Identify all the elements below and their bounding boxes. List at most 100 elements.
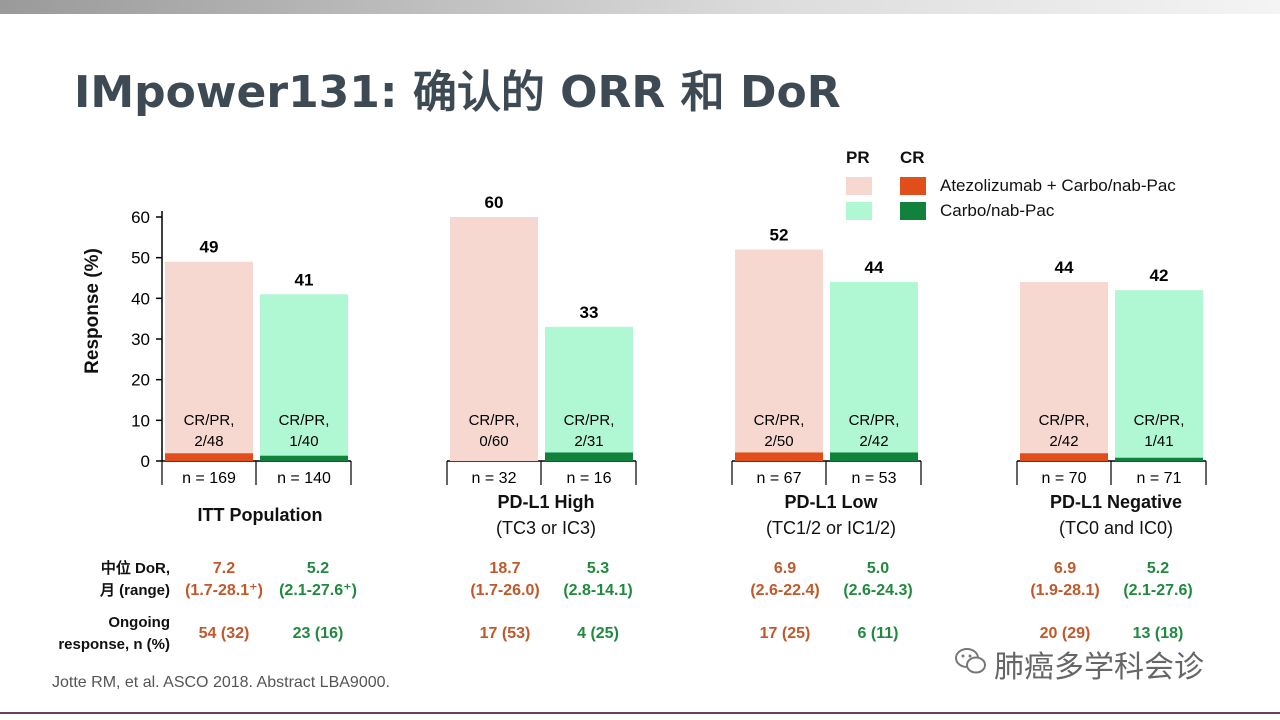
- bar-value-label: 52: [770, 226, 789, 245]
- bottom-divider: [0, 712, 1280, 714]
- bar-pr: [1115, 290, 1203, 461]
- crpr-label: 2/42: [1049, 433, 1078, 450]
- bar-pr: [165, 261, 253, 461]
- dor-range: (2.8-14.1): [563, 582, 633, 599]
- bar-cr: [165, 453, 253, 461]
- bar-value-label: 44: [865, 258, 884, 277]
- bar-cr: [545, 452, 633, 461]
- y-tick-label: 30: [131, 330, 150, 349]
- ongoing-response: 17 (25): [759, 625, 811, 642]
- n-label: n = 169: [182, 470, 236, 487]
- wechat-icon: [955, 648, 986, 674]
- response-bar-chart: 0 10 20 30 40 50 60 49 CR/PR, 2/48 n = 169 41 CR/PR,…: [131, 193, 1207, 487]
- y-tick-label: 60: [131, 208, 150, 227]
- bar-value-label: 42: [1150, 266, 1169, 285]
- dor-range: (1.7-26.0): [470, 582, 540, 599]
- dor-range: (2.6-22.4): [750, 582, 820, 599]
- crpr-label: 1/40: [289, 433, 318, 450]
- crpr-label: CR/PR,: [279, 412, 330, 429]
- n-label: n = 70: [1042, 470, 1087, 487]
- group-subtitle-pdl1-negative: (TC0 and IC0): [1058, 518, 1174, 538]
- ongoing-response: 54 (32): [198, 625, 250, 642]
- n-label: n = 53: [852, 470, 897, 487]
- bar-pr: [450, 217, 538, 461]
- ongoing-row-label-line2: response, n (%): [58, 636, 170, 653]
- crpr-label: 2/31: [574, 433, 603, 450]
- crpr-label: 0/60: [479, 433, 508, 450]
- crpr-label: CR/PR,: [564, 412, 615, 429]
- n-label: n = 16: [567, 470, 612, 487]
- ongoing-row-label-line1: Ongoing: [108, 614, 170, 631]
- crpr-label: CR/PR,: [184, 412, 235, 429]
- dor-row-label-line2: 月 (range): [99, 582, 170, 599]
- dor-median: 5.0: [866, 560, 890, 577]
- legend-swatch-carbo-pr: [846, 202, 872, 220]
- legend-swatch-carbo-cr: [900, 202, 926, 220]
- bar-cr: [1115, 457, 1203, 461]
- top-gradient-bar: [0, 0, 1280, 14]
- crpr-label: CR/PR,: [469, 412, 520, 429]
- crpr-label: 2/48: [194, 433, 223, 450]
- dor-range: (2.1-27.6): [1123, 582, 1193, 599]
- dor-median: 6.9: [773, 560, 797, 577]
- legend-pr-header: PR: [846, 148, 870, 167]
- group-subtitle-pdl1-high: (TC3 or IC3): [495, 518, 596, 538]
- legend-swatch-atezo-cr: [900, 177, 926, 195]
- legend-cr-header: CR: [900, 148, 925, 167]
- group-subtitle-pdl1-low: (TC1/2 or IC1/2): [765, 518, 897, 538]
- group-name-itt: ITT Population: [197, 505, 323, 525]
- bar-value-label: 49: [200, 238, 219, 257]
- dor-median: 6.9: [1053, 560, 1077, 577]
- crpr-label: 1/41: [1144, 433, 1173, 450]
- bar-cr: [830, 452, 918, 461]
- dor-row-label: 中位 DoR, 月 (range): [10, 558, 170, 602]
- dor-range: (1.7-28.1⁺): [185, 582, 263, 599]
- group-name-pdl1-low: PD-L1 Low: [784, 492, 878, 512]
- bar-cr: [735, 452, 823, 461]
- bar-value-label: 60: [485, 193, 504, 212]
- ongoing-response: 20 (29): [1039, 625, 1091, 642]
- legend-swatch-atezo-pr: [846, 177, 872, 195]
- crpr-label: CR/PR,: [1134, 412, 1185, 429]
- dor-range: (1.9-28.1): [1030, 582, 1100, 599]
- dor-median: 5.3: [586, 560, 610, 577]
- y-tick-label: 20: [131, 371, 150, 390]
- bar-cr: [1020, 453, 1108, 461]
- dor-median: 5.2: [306, 560, 330, 577]
- ongoing-response: 4 (25): [577, 625, 619, 642]
- crpr-label: 2/50: [764, 433, 793, 450]
- crpr-label: CR/PR,: [849, 412, 900, 429]
- y-tick-label: 0: [141, 452, 150, 471]
- y-tick-label: 40: [131, 289, 150, 308]
- n-label: n = 67: [757, 470, 802, 487]
- bar-pr: [260, 294, 348, 461]
- dor-range: (2.1-27.6⁺): [279, 582, 357, 599]
- bar-pr: [735, 249, 823, 461]
- citation-footnote: Jotte RM, et al. ASCO 2018. Abstract LBA…: [52, 674, 390, 691]
- n-label: n = 71: [1137, 470, 1182, 487]
- bar-value-label: 44: [1055, 258, 1074, 277]
- n-label: n = 32: [472, 470, 517, 487]
- n-label: n = 140: [277, 470, 331, 487]
- watermark-text: 肺癌多学科会诊: [994, 650, 1204, 685]
- slide-title: IMpower131: 确认的 ORR 和 DoR: [74, 67, 841, 118]
- dor-row-label-line1: 中位 DoR,: [100, 560, 170, 577]
- dor-range: (2.6-24.3): [843, 582, 913, 599]
- bar-pr: [1020, 282, 1108, 461]
- bar-cr: [260, 455, 348, 461]
- group-name-pdl1-high: PD-L1 High: [497, 492, 595, 512]
- ongoing-response: 6 (11): [857, 625, 899, 642]
- crpr-label: CR/PR,: [754, 412, 805, 429]
- ongoing-response: 13 (18): [1132, 625, 1184, 642]
- y-tick-label: 50: [131, 249, 150, 268]
- bar-value-label: 33: [580, 303, 599, 322]
- y-tick-label: 10: [131, 411, 150, 430]
- dor-median: 7.2: [212, 560, 236, 577]
- bar-pr: [830, 282, 918, 461]
- legend-label-atezo: Atezolizumab + Carbo/nab-Pac: [940, 176, 1176, 195]
- legend-label-carbo: Carbo/nab-Pac: [940, 201, 1055, 220]
- bar-value-label: 41: [295, 270, 314, 289]
- ongoing-row-label: Ongoing response, n (%): [10, 612, 170, 656]
- group-name-pdl1-negative: PD-L1 Negative: [1049, 492, 1183, 512]
- dor-median: 5.2: [1146, 560, 1170, 577]
